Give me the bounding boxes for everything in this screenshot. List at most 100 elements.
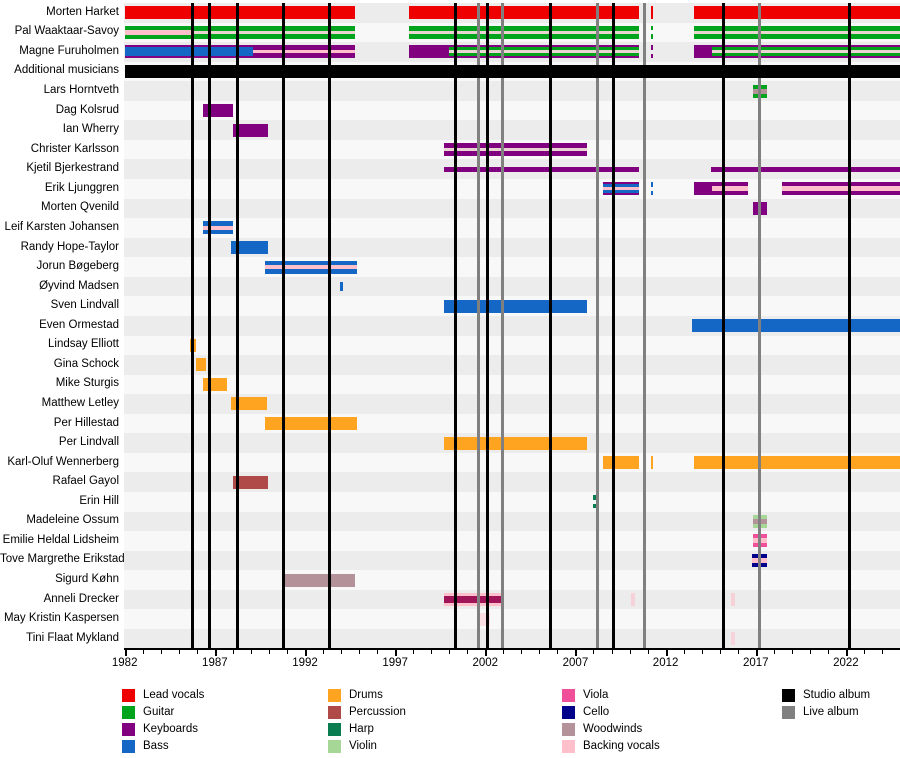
axis-minor-tick — [648, 650, 649, 654]
timeline-bar — [125, 26, 193, 39]
axis-minor-tick — [810, 650, 811, 654]
row-stripe — [124, 277, 900, 297]
member-label: Even Ormestad — [0, 319, 119, 331]
timeline-bar — [444, 300, 587, 313]
axis-major-tick — [215, 650, 217, 656]
axis-minor-tick — [864, 650, 865, 654]
member-label: Dag Kolsrud — [0, 104, 119, 116]
bar-layer-lead — [409, 6, 639, 19]
bar-layer-keys — [711, 167, 900, 172]
member-label: Rafael Gayol — [0, 475, 119, 487]
axis-minor-tick — [233, 650, 234, 654]
timeline-bar — [694, 456, 900, 469]
bar-layer-keys — [651, 54, 654, 58]
legend-label: Viola — [583, 689, 608, 701]
member-label: Additional musicians — [0, 64, 119, 76]
timeline-bar — [711, 167, 900, 172]
axis-minor-tick — [161, 650, 162, 654]
legend-item: Cello — [562, 705, 609, 719]
bar-layer-backing — [631, 593, 635, 606]
timeline-bar — [196, 358, 206, 371]
member-label: Tove Margrethe Erikstad — [0, 553, 119, 565]
bar-layer-wood — [283, 574, 355, 587]
row-stripe — [124, 414, 900, 434]
studio-album-line — [208, 3, 211, 648]
timeline-bar — [694, 182, 711, 195]
axis-minor-tick — [828, 650, 829, 654]
axis-tick-label: 1997 — [382, 657, 408, 669]
row-stripe — [124, 81, 900, 101]
member-label: Erik Ljunggren — [0, 182, 119, 194]
timeline-bar — [782, 182, 900, 195]
row-stripe — [124, 609, 900, 629]
legend-swatch-perc — [328, 706, 341, 719]
axis-tick-label: 1992 — [292, 657, 318, 669]
member-label: Madeleine Ossum — [0, 514, 119, 526]
legend-item: Viola — [562, 688, 608, 702]
axis-minor-tick — [792, 650, 793, 654]
legend-item: Backing vocals — [562, 739, 660, 753]
timeline-bar — [340, 282, 343, 291]
axis-major-tick — [846, 650, 848, 656]
legend-label: Backing vocals — [583, 740, 660, 752]
member-label: Sigurd Køhn — [0, 573, 119, 585]
row-stripe — [124, 551, 900, 571]
axis-major-tick — [305, 650, 307, 656]
bar-layer-keys — [444, 167, 639, 172]
bar-layer-drums — [651, 456, 654, 469]
legend-item: Harp — [328, 722, 374, 736]
timeline-bar — [409, 45, 450, 58]
timeline-bar — [265, 261, 357, 274]
timeline-bar — [125, 6, 356, 19]
timeline-bar — [631, 593, 635, 606]
timeline-bar — [694, 6, 900, 19]
bar-layer-drums — [265, 417, 357, 430]
row-stripe — [124, 257, 900, 277]
legend-item: Violin — [328, 739, 377, 753]
legend-swatch-keys — [122, 723, 135, 736]
bar-layer-keys — [712, 56, 900, 58]
bar-layer-keys — [694, 182, 711, 195]
timeline-bar — [265, 417, 357, 430]
member-label: Randy Hope-Taylor — [0, 241, 119, 253]
axis-minor-tick — [413, 650, 414, 654]
axis-major-tick — [125, 650, 127, 656]
legend-swatch-backing — [562, 740, 575, 753]
axis-minor-tick — [612, 650, 613, 654]
legend-item: Woodwinds — [562, 722, 642, 736]
bar-layer-lead — [125, 6, 356, 19]
legend-label: Cello — [583, 706, 609, 718]
member-label: Emilie Heldal Lidsheim — [0, 534, 119, 546]
axis-tick-label: 2002 — [473, 657, 499, 669]
axis-major-tick — [666, 650, 668, 656]
row-stripe — [124, 199, 900, 219]
studio-album-line — [236, 3, 239, 648]
bar-layer-backing — [444, 603, 501, 606]
row-stripe — [124, 336, 900, 356]
timeline-bar — [651, 45, 654, 58]
member-label: Sven Lindvall — [0, 299, 119, 311]
bar-layer-bass — [265, 269, 357, 273]
axis-minor-tick — [720, 650, 721, 654]
axis-tick-label: 1982 — [112, 657, 138, 669]
timeline-bar — [444, 593, 501, 606]
axis-minor-tick — [251, 650, 252, 654]
axis-tick-label: 1987 — [202, 657, 228, 669]
member-label: Lindsay Elliott — [0, 338, 119, 350]
live-album-line — [643, 3, 646, 648]
member-label: Tini Flaat Mykland — [0, 632, 119, 644]
bar-layer-keys — [694, 45, 711, 58]
legend-label: Percussion — [349, 706, 406, 718]
live-album-line — [596, 3, 599, 648]
axis-minor-tick — [557, 650, 558, 654]
bar-layer-guitar — [409, 34, 639, 39]
member-label: Ian Wherry — [0, 123, 119, 135]
timeline-bar — [651, 182, 654, 195]
legend-label: Bass — [143, 740, 169, 752]
axis-minor-tick — [431, 650, 432, 654]
axis-minor-tick — [269, 650, 270, 654]
timeline-bar — [253, 45, 356, 58]
row-stripe — [124, 590, 900, 610]
